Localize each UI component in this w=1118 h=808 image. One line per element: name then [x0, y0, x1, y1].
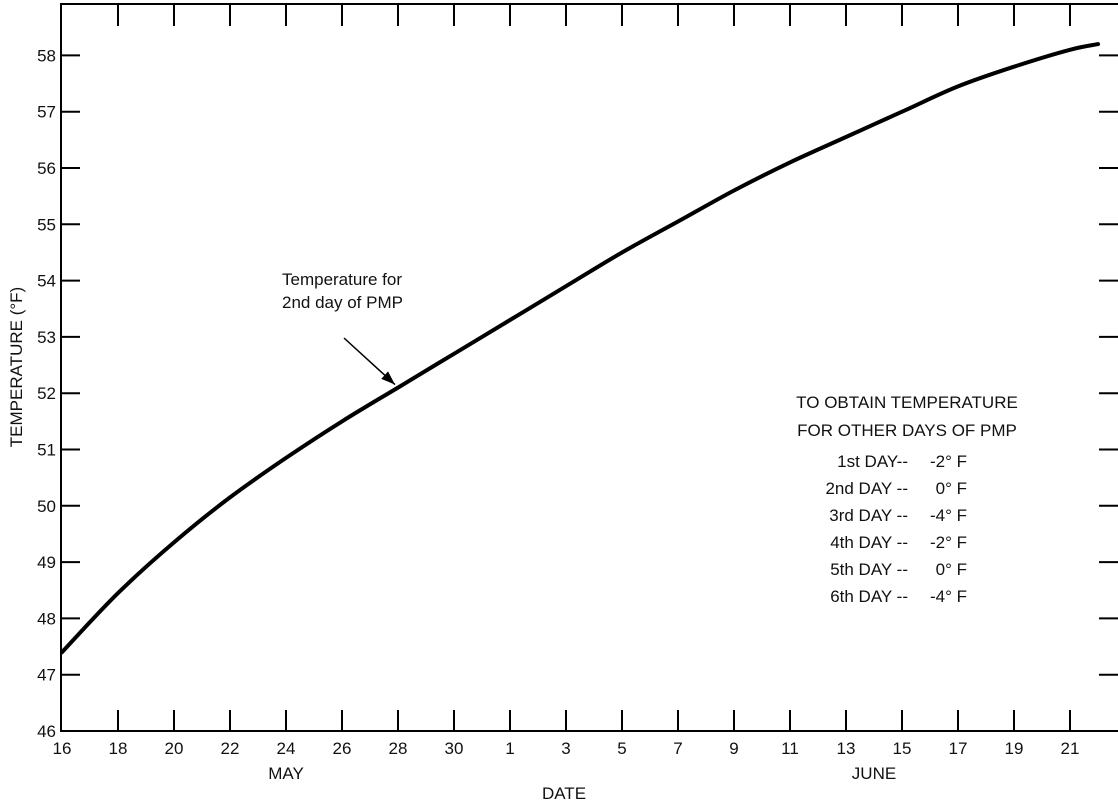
note-row-label: 5th DAY --	[830, 560, 908, 579]
note-row-value: 0° F	[936, 560, 967, 579]
x-tick-label: 30	[445, 739, 464, 758]
x-tick-label: 1	[505, 739, 514, 758]
y-tick-label: 56	[37, 159, 56, 178]
x-tick-label: 19	[1005, 739, 1024, 758]
x-tick-label: 28	[389, 739, 408, 758]
y-tick-label: 46	[37, 722, 56, 741]
note-row-value: -4° F	[930, 506, 967, 525]
x-tick-label: 11	[781, 739, 799, 758]
y-tick-label: 52	[37, 384, 56, 403]
note-title: FOR OTHER DAYS OF PMP	[797, 421, 1017, 440]
x-tick-label: 5	[617, 739, 626, 758]
x-tick-label: 3	[561, 739, 570, 758]
y-tick-label: 48	[37, 609, 56, 628]
note-row-value: -2° F	[930, 452, 967, 471]
note-row-value: -4° F	[930, 587, 967, 606]
x-axis-title: DATE	[542, 784, 586, 803]
plot-frame	[60, 3, 1118, 732]
y-tick-label: 49	[37, 553, 56, 572]
series-layer	[60, 42, 1100, 655]
annotation-text: Temperature for	[282, 270, 402, 289]
note-row-label: 6th DAY --	[830, 587, 908, 606]
x-tick-label: 13	[837, 739, 856, 758]
x-tick-label: 16	[53, 739, 72, 758]
note-row-label: 2nd DAY --	[825, 479, 908, 498]
x-tick-label: 20	[165, 739, 184, 758]
annotation-layer: Temperature for 2nd day of PMP	[282, 270, 403, 386]
y-tick-label: 58	[37, 46, 56, 65]
y-tick-label: 54	[37, 272, 56, 291]
note-row-value: 0° F	[936, 479, 967, 498]
annotation-text: 2nd day of PMP	[282, 293, 403, 312]
y-tick-label: 55	[37, 215, 56, 234]
annotation-arrow-head	[381, 371, 395, 385]
month-label: MAY	[268, 764, 304, 783]
x-tick-label: 17	[949, 739, 968, 758]
x-tick-label: 9	[729, 739, 738, 758]
y-axis: 46 47 48 49 50 51 52 53 54 55 56 57 58	[37, 46, 1118, 741]
x-tick-label: 24	[277, 739, 296, 758]
y-tick-label: 57	[37, 103, 56, 122]
note-row-value: -2° F	[930, 533, 967, 552]
y-tick-label: 51	[37, 441, 56, 460]
x-tick-label: 21	[1061, 739, 1080, 758]
x-tick-label: 22	[221, 739, 240, 758]
x-tick-label: 18	[109, 739, 128, 758]
x-tick-label: 26	[333, 739, 352, 758]
note-row-label: 1st DAY--	[837, 452, 908, 471]
x-tick-label: 7	[673, 739, 682, 758]
y-tick-label: 53	[37, 328, 56, 347]
y-tick-label: 47	[37, 666, 56, 685]
month-label: JUNE	[852, 764, 896, 783]
note-row-label: 3rd DAY --	[829, 506, 908, 525]
temperature-curve	[60, 42, 1100, 655]
y-tick-label: 50	[37, 497, 56, 516]
note-title: TO OBTAIN TEMPERATURE	[796, 393, 1018, 412]
note-row-label: 4th DAY --	[830, 533, 908, 552]
x-tick-label: 15	[893, 739, 912, 758]
adjustment-note: TO OBTAIN TEMPERATURE FOR OTHER DAYS OF P…	[796, 393, 1018, 606]
y-axis-title: TEMPERATURE (°F)	[7, 287, 26, 447]
